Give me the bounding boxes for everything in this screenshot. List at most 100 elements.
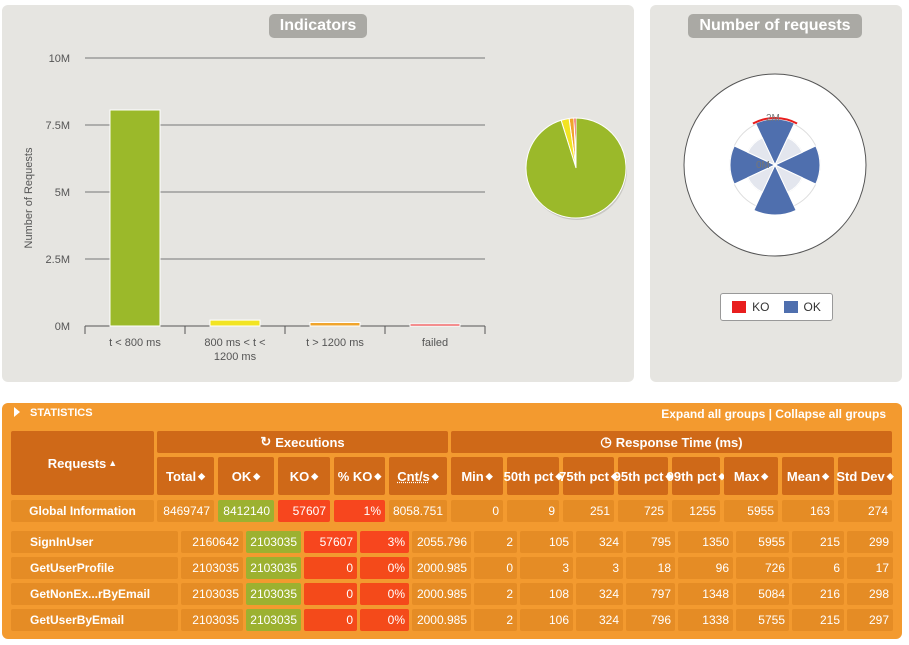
row-std-cell: 299 bbox=[847, 531, 893, 553]
bar-3 bbox=[409, 323, 461, 327]
row-p95-cell: 18 bbox=[626, 557, 675, 579]
row-ok-cell: 2103035 bbox=[246, 609, 301, 631]
bar-0 bbox=[109, 109, 161, 327]
requests-panel: Number of requests 2M 0M KO OK bbox=[650, 5, 902, 382]
row-ko-cell: 0 bbox=[304, 557, 357, 579]
sort-icon: ◆ bbox=[822, 470, 830, 481]
row-ok-cell: 2103035 bbox=[246, 531, 301, 553]
collapse-all-link[interactable]: Collapse all groups bbox=[775, 407, 886, 421]
global-pct_ko-cell: 1% bbox=[334, 500, 385, 522]
column-header-label: OK bbox=[231, 468, 252, 484]
sort-icon: ◆ bbox=[253, 470, 261, 481]
legend-swatch-ko bbox=[732, 301, 747, 313]
legend-item-ok[interactable]: OK bbox=[783, 300, 821, 314]
link-separator: | bbox=[765, 407, 776, 421]
row-p95-cell: 795 bbox=[626, 531, 675, 553]
sort-icon: ◆ bbox=[485, 470, 493, 481]
indicators-chart: 10M 7.5M 5M 2.5M 0M t < 800 ms 800 ms < t <12… bbox=[23, 53, 627, 363]
row-ko-cell: 0 bbox=[304, 583, 357, 605]
column-header-min[interactable]: Min ◆ bbox=[451, 457, 503, 495]
sort-icon: ◆ bbox=[665, 470, 673, 481]
statistics-label: STATISTICS bbox=[30, 407, 93, 419]
row-min-cell: 0 bbox=[474, 557, 517, 579]
column-header-label: Mean bbox=[786, 468, 821, 484]
row-pct_ko-cell: 0% bbox=[360, 609, 409, 631]
statistics-header: STATISTICS Expand all groups | Collapse … bbox=[2, 403, 902, 425]
column-header-label: 50th pct bbox=[503, 468, 554, 484]
row-cnts-cell: 2000.985 bbox=[412, 583, 471, 605]
column-header-label: Min bbox=[461, 468, 484, 484]
row-p75-cell: 324 bbox=[576, 609, 623, 631]
global-cnts-cell: 8058.751 bbox=[389, 500, 447, 522]
global-p75-cell: 251 bbox=[563, 500, 614, 522]
column-header-label: Max bbox=[733, 468, 760, 484]
statistics-panel: STATISTICS Expand all groups | Collapse … bbox=[2, 403, 902, 639]
polar-ko-arc bbox=[752, 117, 798, 125]
row-total-cell: 2103035 bbox=[181, 583, 243, 605]
row-p50-cell: 105 bbox=[520, 531, 573, 553]
sort-icon: ◆ bbox=[761, 470, 769, 481]
global-max-cell: 5955 bbox=[724, 500, 778, 522]
y-axis-label: Number of Requests bbox=[23, 147, 35, 248]
column-header-std[interactable]: Std Dev ◆ bbox=[836, 457, 894, 495]
row-p95-cell: 796 bbox=[626, 609, 675, 631]
y-tick-label: 5M bbox=[55, 187, 70, 199]
row-max-cell: 726 bbox=[736, 557, 789, 579]
column-header-p75[interactable]: 75th pct ◆ bbox=[559, 457, 618, 495]
expand-all-link[interactable]: Expand all groups bbox=[661, 407, 766, 421]
requests-chart: 2M 0M bbox=[683, 73, 867, 257]
column-header-max[interactable]: Max ◆ bbox=[724, 457, 778, 495]
sort-icon: ◆ bbox=[886, 470, 894, 481]
column-header-p95[interactable]: 95th pct ◆ bbox=[614, 457, 672, 495]
polar-sector-7 bbox=[747, 137, 777, 167]
row-p99-cell: 96 bbox=[678, 557, 733, 579]
statistics-toggle[interactable]: STATISTICS bbox=[14, 407, 93, 419]
row-min-cell: 2 bbox=[474, 531, 517, 553]
x-tick-label: 800 ms < t <1200 ms bbox=[204, 337, 265, 363]
column-header-mean[interactable]: Mean ◆ bbox=[782, 457, 834, 495]
polar-sector-2 bbox=[753, 163, 797, 216]
row-p75-cell: 324 bbox=[576, 531, 623, 553]
column-header-p50[interactable]: 50th pct ◆ bbox=[503, 457, 563, 495]
x-tick-label: t < 800 ms bbox=[109, 337, 161, 349]
table-row[interactable]: GetNonEx...rByEmail bbox=[11, 583, 178, 605]
column-header-cnts[interactable]: Cnt/s ◆ bbox=[389, 457, 447, 495]
clock-icon: ◷ bbox=[600, 434, 612, 449]
row-pct_ko-cell: 0% bbox=[360, 557, 409, 579]
global-mean-cell: 163 bbox=[782, 500, 834, 522]
polar-label-0m: 0M bbox=[756, 160, 770, 171]
row-min-cell: 2 bbox=[474, 583, 517, 605]
column-header-ko[interactable]: KO ◆ bbox=[278, 457, 330, 495]
sort-icon: ◆ bbox=[718, 470, 726, 481]
row-cnts-cell: 2000.985 bbox=[412, 609, 471, 631]
global-std-cell: 274 bbox=[838, 500, 892, 522]
row-std-cell: 297 bbox=[847, 609, 893, 631]
column-header-label: Cnt/s bbox=[397, 468, 430, 484]
row-max-cell: 5755 bbox=[736, 609, 789, 631]
column-header-ok[interactable]: OK ◆ bbox=[218, 457, 274, 495]
column-header-total[interactable]: Total ◆ bbox=[157, 457, 214, 495]
row-total-cell: 2103035 bbox=[181, 609, 243, 631]
sort-icon: ◆ bbox=[610, 470, 618, 481]
global-ko-cell: 57607 bbox=[278, 500, 330, 522]
table-row[interactable]: SignInUser bbox=[11, 531, 178, 553]
response-time-group-header: ◷ Response Time (ms) bbox=[451, 431, 892, 453]
row-ko-cell: 0 bbox=[304, 609, 357, 631]
legend-label-ko: KO bbox=[752, 300, 770, 314]
row-mean-cell: 216 bbox=[792, 583, 844, 605]
table-row[interactable]: GetUserByEmail bbox=[11, 609, 178, 631]
sort-icon: ◆ bbox=[374, 470, 382, 481]
column-header-p99[interactable]: 99th pct ◆ bbox=[667, 457, 725, 495]
column-header-label: 95th pct bbox=[613, 468, 664, 484]
table-row[interactable]: GetUserProfile bbox=[11, 557, 178, 579]
legend-item-ko[interactable]: KO bbox=[732, 300, 770, 314]
polar-sector-6 bbox=[747, 163, 777, 193]
column-header-pct_ko[interactable]: % KO ◆ bbox=[334, 457, 385, 495]
row-mean-cell: 215 bbox=[792, 609, 844, 631]
row-max-cell: 5955 bbox=[736, 531, 789, 553]
requests-column-header[interactable]: Requests ▲ bbox=[11, 431, 154, 495]
sort-icon: ◆ bbox=[555, 470, 563, 481]
row-ko-cell: 57607 bbox=[304, 531, 357, 553]
indicators-panel: Indicators 10M 7.5M 5M 2.5M 0M t < 800 ms 800… bbox=[2, 5, 634, 382]
global-p95-cell: 725 bbox=[618, 500, 668, 522]
